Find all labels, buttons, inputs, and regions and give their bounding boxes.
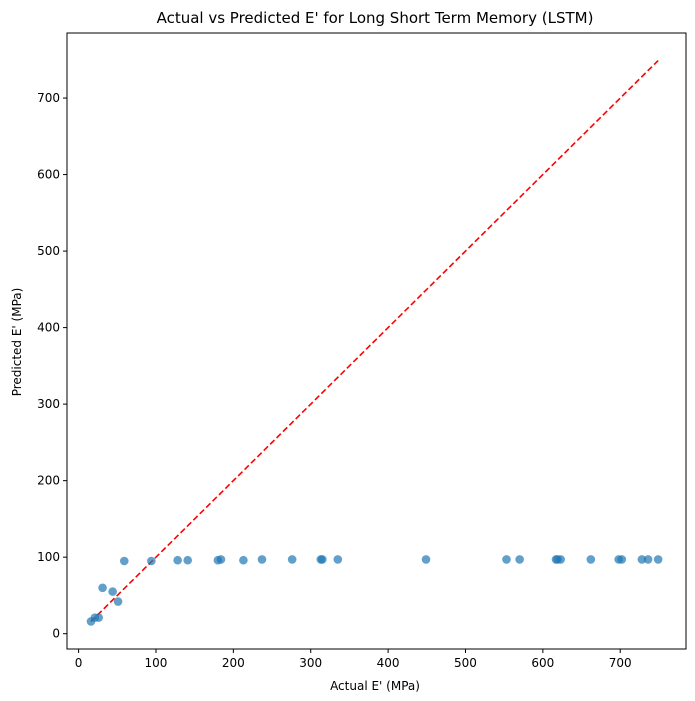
data-point <box>183 555 193 565</box>
y-axis-label: Predicted E' (MPa) <box>10 288 24 397</box>
y-tick-label: 200 <box>37 474 60 488</box>
plot-frame <box>66 32 687 650</box>
data-point <box>119 556 129 566</box>
data-point <box>147 556 156 566</box>
data-point <box>333 555 343 564</box>
y-tick-label: 500 <box>37 244 60 258</box>
data-point <box>586 555 596 564</box>
y-tick-label: 0 <box>52 627 60 641</box>
x-tick-label: 100 <box>145 656 168 670</box>
data-point <box>216 555 226 564</box>
y-tick-label: 600 <box>37 168 60 182</box>
plot-area: 0 100 200 300 400 500 600 700 0 100 200 300 400 500 60… <box>37 32 687 670</box>
data-point <box>257 555 267 564</box>
y-tick-label: 300 <box>37 397 60 411</box>
data-point <box>421 555 431 564</box>
x-tick-label: 600 <box>531 656 554 670</box>
data-point <box>556 555 565 564</box>
data-point <box>173 555 182 565</box>
data-point <box>239 555 248 565</box>
y-tick-label: 100 <box>37 550 60 564</box>
y-tick-label: 700 <box>37 91 60 105</box>
data-point <box>108 587 117 596</box>
data-point <box>617 555 627 564</box>
data-point <box>643 555 653 564</box>
data-point <box>113 597 123 606</box>
data-point <box>94 613 104 622</box>
x-tick-label: 500 <box>454 656 477 670</box>
chart-title: Actual vs Predicted E' for Long Short Te… <box>157 9 594 27</box>
data-point <box>515 555 524 564</box>
x-tick-label: 200 <box>222 656 245 670</box>
x-tick-label: 700 <box>609 656 632 670</box>
data-point <box>318 555 327 564</box>
data-point <box>637 555 647 564</box>
x-tick-label: 400 <box>377 656 400 670</box>
x-tick-label: 0 <box>75 656 83 670</box>
x-axis-label: Actual E' (MPa) <box>330 679 420 693</box>
data-point <box>502 555 511 564</box>
data-point <box>287 555 297 564</box>
x-tick-label: 300 <box>299 656 322 670</box>
data-point <box>98 583 107 593</box>
reference-line-y-equals-x <box>90 59 659 623</box>
y-tick-label: 400 <box>37 321 60 335</box>
data-point <box>653 555 663 564</box>
